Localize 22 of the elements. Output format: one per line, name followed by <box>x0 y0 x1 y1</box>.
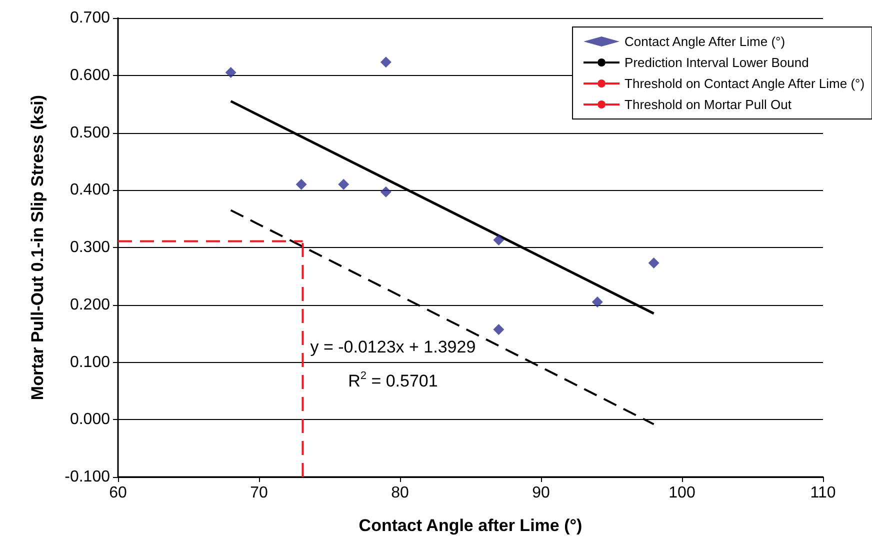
x-tick-label: 110 <box>810 484 836 502</box>
x-tick-label: 70 <box>250 484 268 502</box>
y-tick-label: 0.100 <box>70 354 110 371</box>
y-tick-label: -0.100 <box>64 468 110 486</box>
y-tick-label: 0.000 <box>70 411 110 428</box>
legend-label: Prediction Interval Lower Bound <box>624 55 809 70</box>
y-tick-label: 0.200 <box>70 296 110 314</box>
y-tick-label: 0.700 <box>70 10 110 26</box>
legend-label: Contact Angle After Lime (°) <box>624 34 786 49</box>
y-axis-title: Mortar Pull-Out 0.1-in Slip Stress (ksi) <box>28 94 47 400</box>
annotation: y = -0.0123x + 1.3929 <box>310 337 476 356</box>
legend-label: Threshold on Contact Angle After Lime (°) <box>624 76 865 91</box>
legend-label: Threshold on Mortar Pull Out <box>624 97 792 112</box>
x-tick-label: 100 <box>668 484 696 502</box>
y-tick-label: 0.500 <box>70 124 110 142</box>
y-tick-label: 0.600 <box>70 66 110 84</box>
x-tick-label: 90 <box>532 484 550 502</box>
x-tick-label: 60 <box>109 484 127 502</box>
y-tick-label: 0.300 <box>70 239 110 256</box>
x-axis-title: Contact Angle after Lime (°) <box>358 516 582 535</box>
y-tick-label: 0.400 <box>70 182 110 199</box>
x-tick-label: 80 <box>391 484 409 502</box>
